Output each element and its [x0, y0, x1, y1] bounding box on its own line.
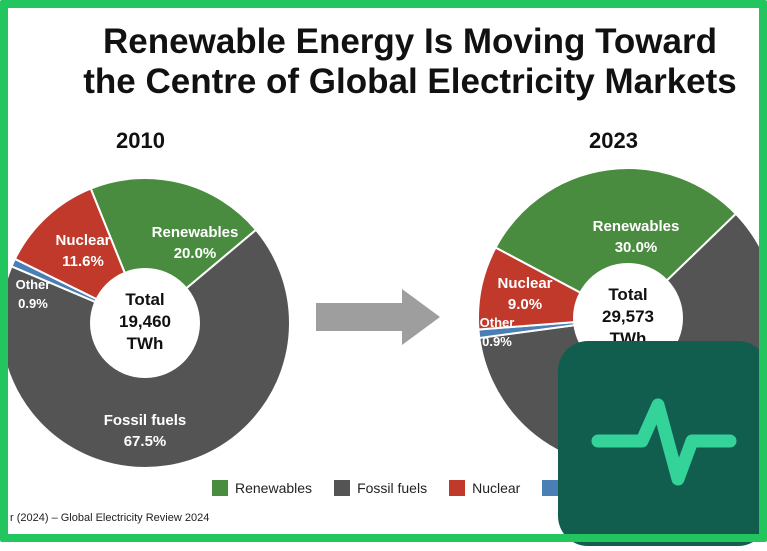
slice-label-nuclear-2023: Nuclear	[497, 275, 552, 292]
center-label-line-1-2010: Total	[125, 290, 164, 309]
legend-label-nuclear: Nuclear	[472, 480, 521, 496]
legend-item-nuclear: Nuclear	[449, 480, 520, 496]
legend: Renewables Fossil fuels Nuclear	[212, 480, 565, 496]
slice-label-renewables-2010: Renewables	[152, 224, 239, 241]
legend-swatch-renewables	[212, 480, 228, 496]
year-label-2023: 2023	[589, 128, 638, 153]
legend-swatch-other	[542, 480, 559, 496]
slice-renewables-2023	[494, 167, 738, 320]
chart-title: Renewable Energy Is Moving Toward the Ce…	[20, 22, 767, 102]
slice-value-other-2023: 0.9%	[482, 334, 512, 349]
pulse-icon	[591, 398, 737, 486]
center-label-line-1-2023: Total	[608, 285, 647, 304]
slice-label-renewables-2023: Renewables	[593, 218, 680, 235]
slice-value-fossil-fuels-2010: 67.5%	[124, 433, 167, 450]
slice-value-renewables-2010: 20.0%	[174, 245, 217, 262]
source-note: r (2024) – Global Electricity Review 202…	[10, 512, 210, 524]
legend-item-other	[542, 480, 565, 496]
legend-label-renewables: Renewables	[235, 480, 313, 496]
app-badge	[558, 341, 767, 546]
slice-label-nuclear-2010: Nuclear	[55, 232, 110, 249]
slice-label-other-2010: Other	[16, 277, 51, 292]
title-line-1: Renewable Energy Is Moving Toward	[103, 22, 717, 61]
center-label-line-2-2010: 19,460	[119, 312, 171, 331]
legend-swatch-nuclear	[449, 480, 466, 496]
legend-label-fossil: Fossil fuels	[357, 480, 428, 496]
year-label-2010: 2010	[116, 128, 165, 153]
slice-label-other-2023: Other	[480, 315, 515, 330]
slice-value-renewables-2023: 30.0%	[615, 239, 658, 256]
center-label-line-3-2010: TWh	[127, 334, 164, 353]
slice-label-fossil-fuels-2010: Fossil fuels	[104, 412, 187, 429]
legend-item-fossil: Fossil fuels	[334, 480, 427, 496]
center-label-line-2-2023: 29,573	[602, 307, 654, 326]
right-arrow-icon	[316, 289, 440, 345]
slice-value-nuclear-2010: 11.6%	[62, 253, 104, 270]
legend-item-renewables: Renewables	[212, 480, 312, 496]
slice-value-other-2010: 0.9%	[18, 296, 48, 311]
donut-center-2010	[90, 268, 200, 378]
title-line-2: the Centre of Global Electricity Markets	[83, 62, 737, 101]
legend-swatch-fossil	[334, 480, 351, 496]
slice-value-nuclear-2023: 9.0%	[508, 296, 542, 313]
